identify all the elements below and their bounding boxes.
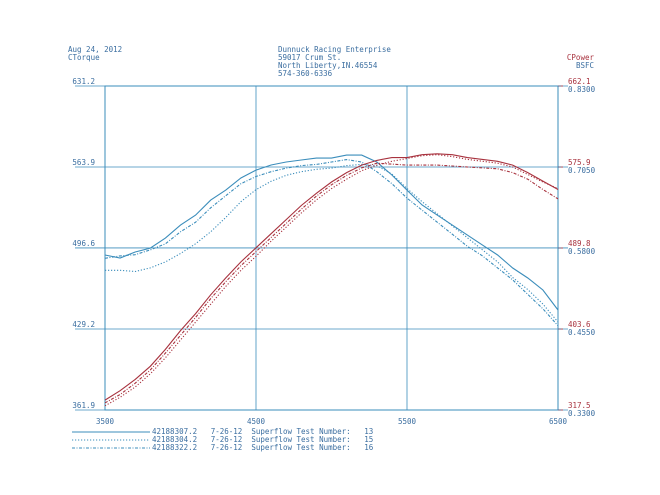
x-tick-label: 3500 <box>96 417 115 426</box>
series-line <box>104 154 559 311</box>
y3-tick-label: 0.3300 <box>568 409 596 418</box>
y-tick-label: 631.2 <box>72 77 95 86</box>
y3-tick-label: 0.5800 <box>568 247 596 256</box>
y-tick-label: 361.9 <box>72 401 95 410</box>
y3-tick-label: 0.7050 <box>568 166 596 175</box>
chart-title: Dunnuck Racing Enterprise <box>278 45 391 54</box>
y-label: CTorque <box>68 53 100 62</box>
y3-tick-label: 0.4550 <box>568 328 596 337</box>
legend-label: 42188304.2 7-26-12 Superflow Test Number… <box>152 435 373 444</box>
y-tick-label: 496.6 <box>72 239 95 248</box>
y2-tick-label: 662.1 <box>568 77 591 86</box>
legend-label: 42188307.2 7-26-12 Superflow Test Number… <box>152 427 373 436</box>
y-tick-label: 429.2 <box>72 320 95 329</box>
x-tick-label: 5500 <box>398 417 417 426</box>
y2-tick-label: 403.6 <box>568 320 591 329</box>
series-line <box>104 159 559 327</box>
series-line <box>104 162 559 404</box>
x-tick-label: 4500 <box>247 417 266 426</box>
subtitle: North Liberty,IN.46554 <box>278 61 378 70</box>
date: Aug 24, 2012 <box>68 45 122 54</box>
y2-tick-label: 489.8 <box>568 239 591 248</box>
y-tick-label: 563.9 <box>72 158 95 167</box>
series-line <box>104 154 559 407</box>
y2-label: CPower <box>567 53 595 62</box>
y3-label: BSFC <box>576 61 594 70</box>
y2-tick-label: 575.9 <box>568 158 591 167</box>
subtitle: 59017 Crum St. <box>278 53 341 62</box>
legend-label: 42188322.2 7-26-12 Superflow Test Number… <box>152 443 374 452</box>
y2-tick-label: 317.5 <box>568 401 591 410</box>
y3-tick-label: 0.8300 <box>568 85 596 94</box>
x-tick-label: 6500 <box>549 417 568 426</box>
subtitle: 574-360-6336 <box>278 69 333 78</box>
series-line <box>104 153 559 401</box>
series-line <box>105 163 559 323</box>
